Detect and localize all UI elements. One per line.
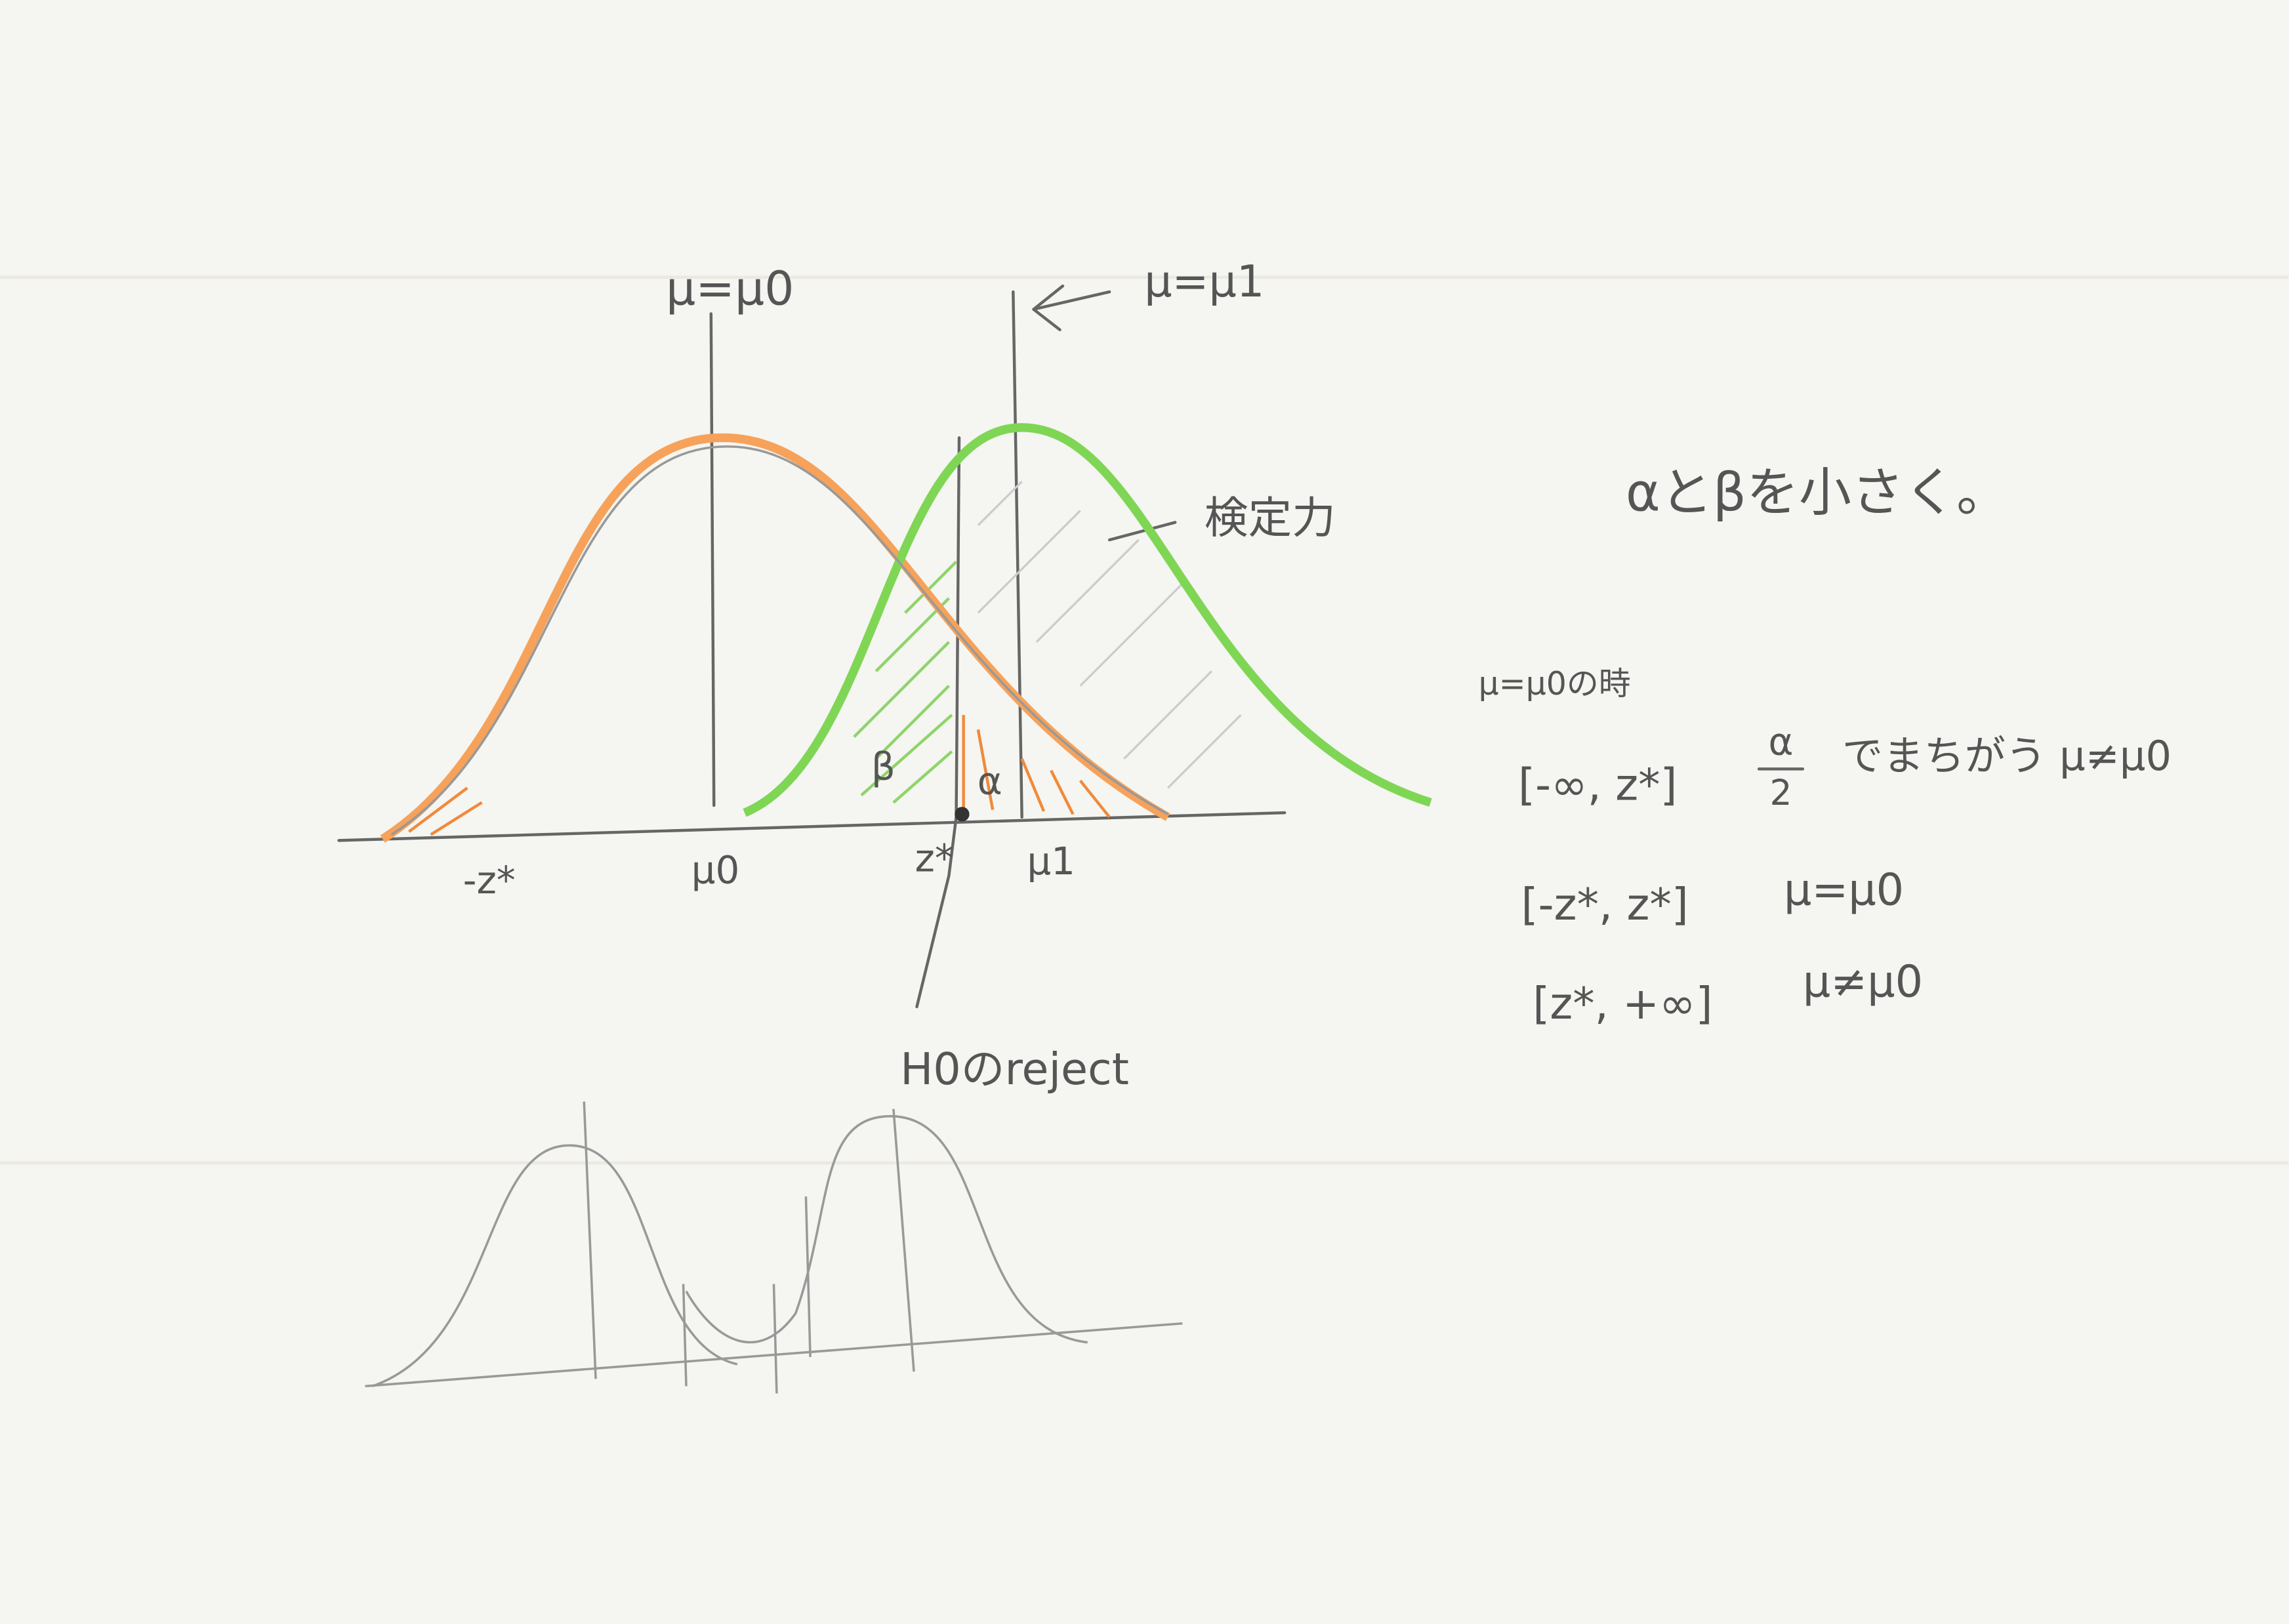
alpha-label: α	[978, 759, 1002, 803]
reject-label: H0のreject	[900, 1044, 1129, 1095]
axis-label: μ1	[1027, 839, 1075, 883]
interval: [z*, +∞]	[1533, 978, 1712, 1029]
h0-pencil	[390, 445, 1168, 836]
main-sketch: μ=μ0 μ=μ1 検定力 -z* μ0 z* μ1 β α H0のreject	[337, 256, 1432, 1095]
power-pointer	[1107, 521, 1177, 542]
h1-curve	[743, 423, 1432, 817]
notes-heading: αとβを小さく。	[1626, 462, 2009, 523]
mu1-line	[1012, 290, 1023, 819]
lower-curve	[685, 1115, 1088, 1344]
notes: αとβを小さく。 μ=μ0の時 [-∞, z*] α 2 でまちがう μ≠μ0 …	[1478, 462, 2172, 1029]
interval: [-z*, z*]	[1521, 879, 1688, 930]
lower-sketch	[365, 1101, 1183, 1394]
beta-hatch	[853, 560, 958, 804]
mu1-line-label: μ=μ1	[1144, 256, 1264, 307]
alpha-hatch	[407, 715, 1111, 836]
row-text: でまちがう μ≠μ0	[1842, 732, 2172, 780]
fraction-num: α	[1768, 720, 1793, 764]
row-text: μ≠μ0	[1803, 956, 1923, 1007]
lower-lines	[583, 1101, 915, 1394]
interval: [-∞, z*]	[1518, 759, 1678, 810]
x-axis	[337, 811, 1287, 842]
axis-label: -z*	[463, 858, 516, 903]
power-label: 検定力	[1205, 492, 1336, 543]
power-hatch	[977, 480, 1242, 789]
notes-condition: μ=μ0の時	[1478, 665, 1630, 702]
axis-label: μ0	[691, 847, 740, 892]
z-point	[955, 807, 970, 822]
axis-label: z*	[915, 836, 954, 881]
beta-label: β	[871, 744, 896, 788]
row-text: μ=μ0	[1784, 864, 1904, 916]
lower-axis	[365, 1322, 1183, 1388]
arrow	[1032, 284, 1111, 331]
fraction-den: 2	[1769, 772, 1792, 813]
mu0-line-label: μ=μ0	[666, 261, 794, 315]
lower-curve	[372, 1144, 738, 1388]
mu0-line	[709, 312, 716, 807]
